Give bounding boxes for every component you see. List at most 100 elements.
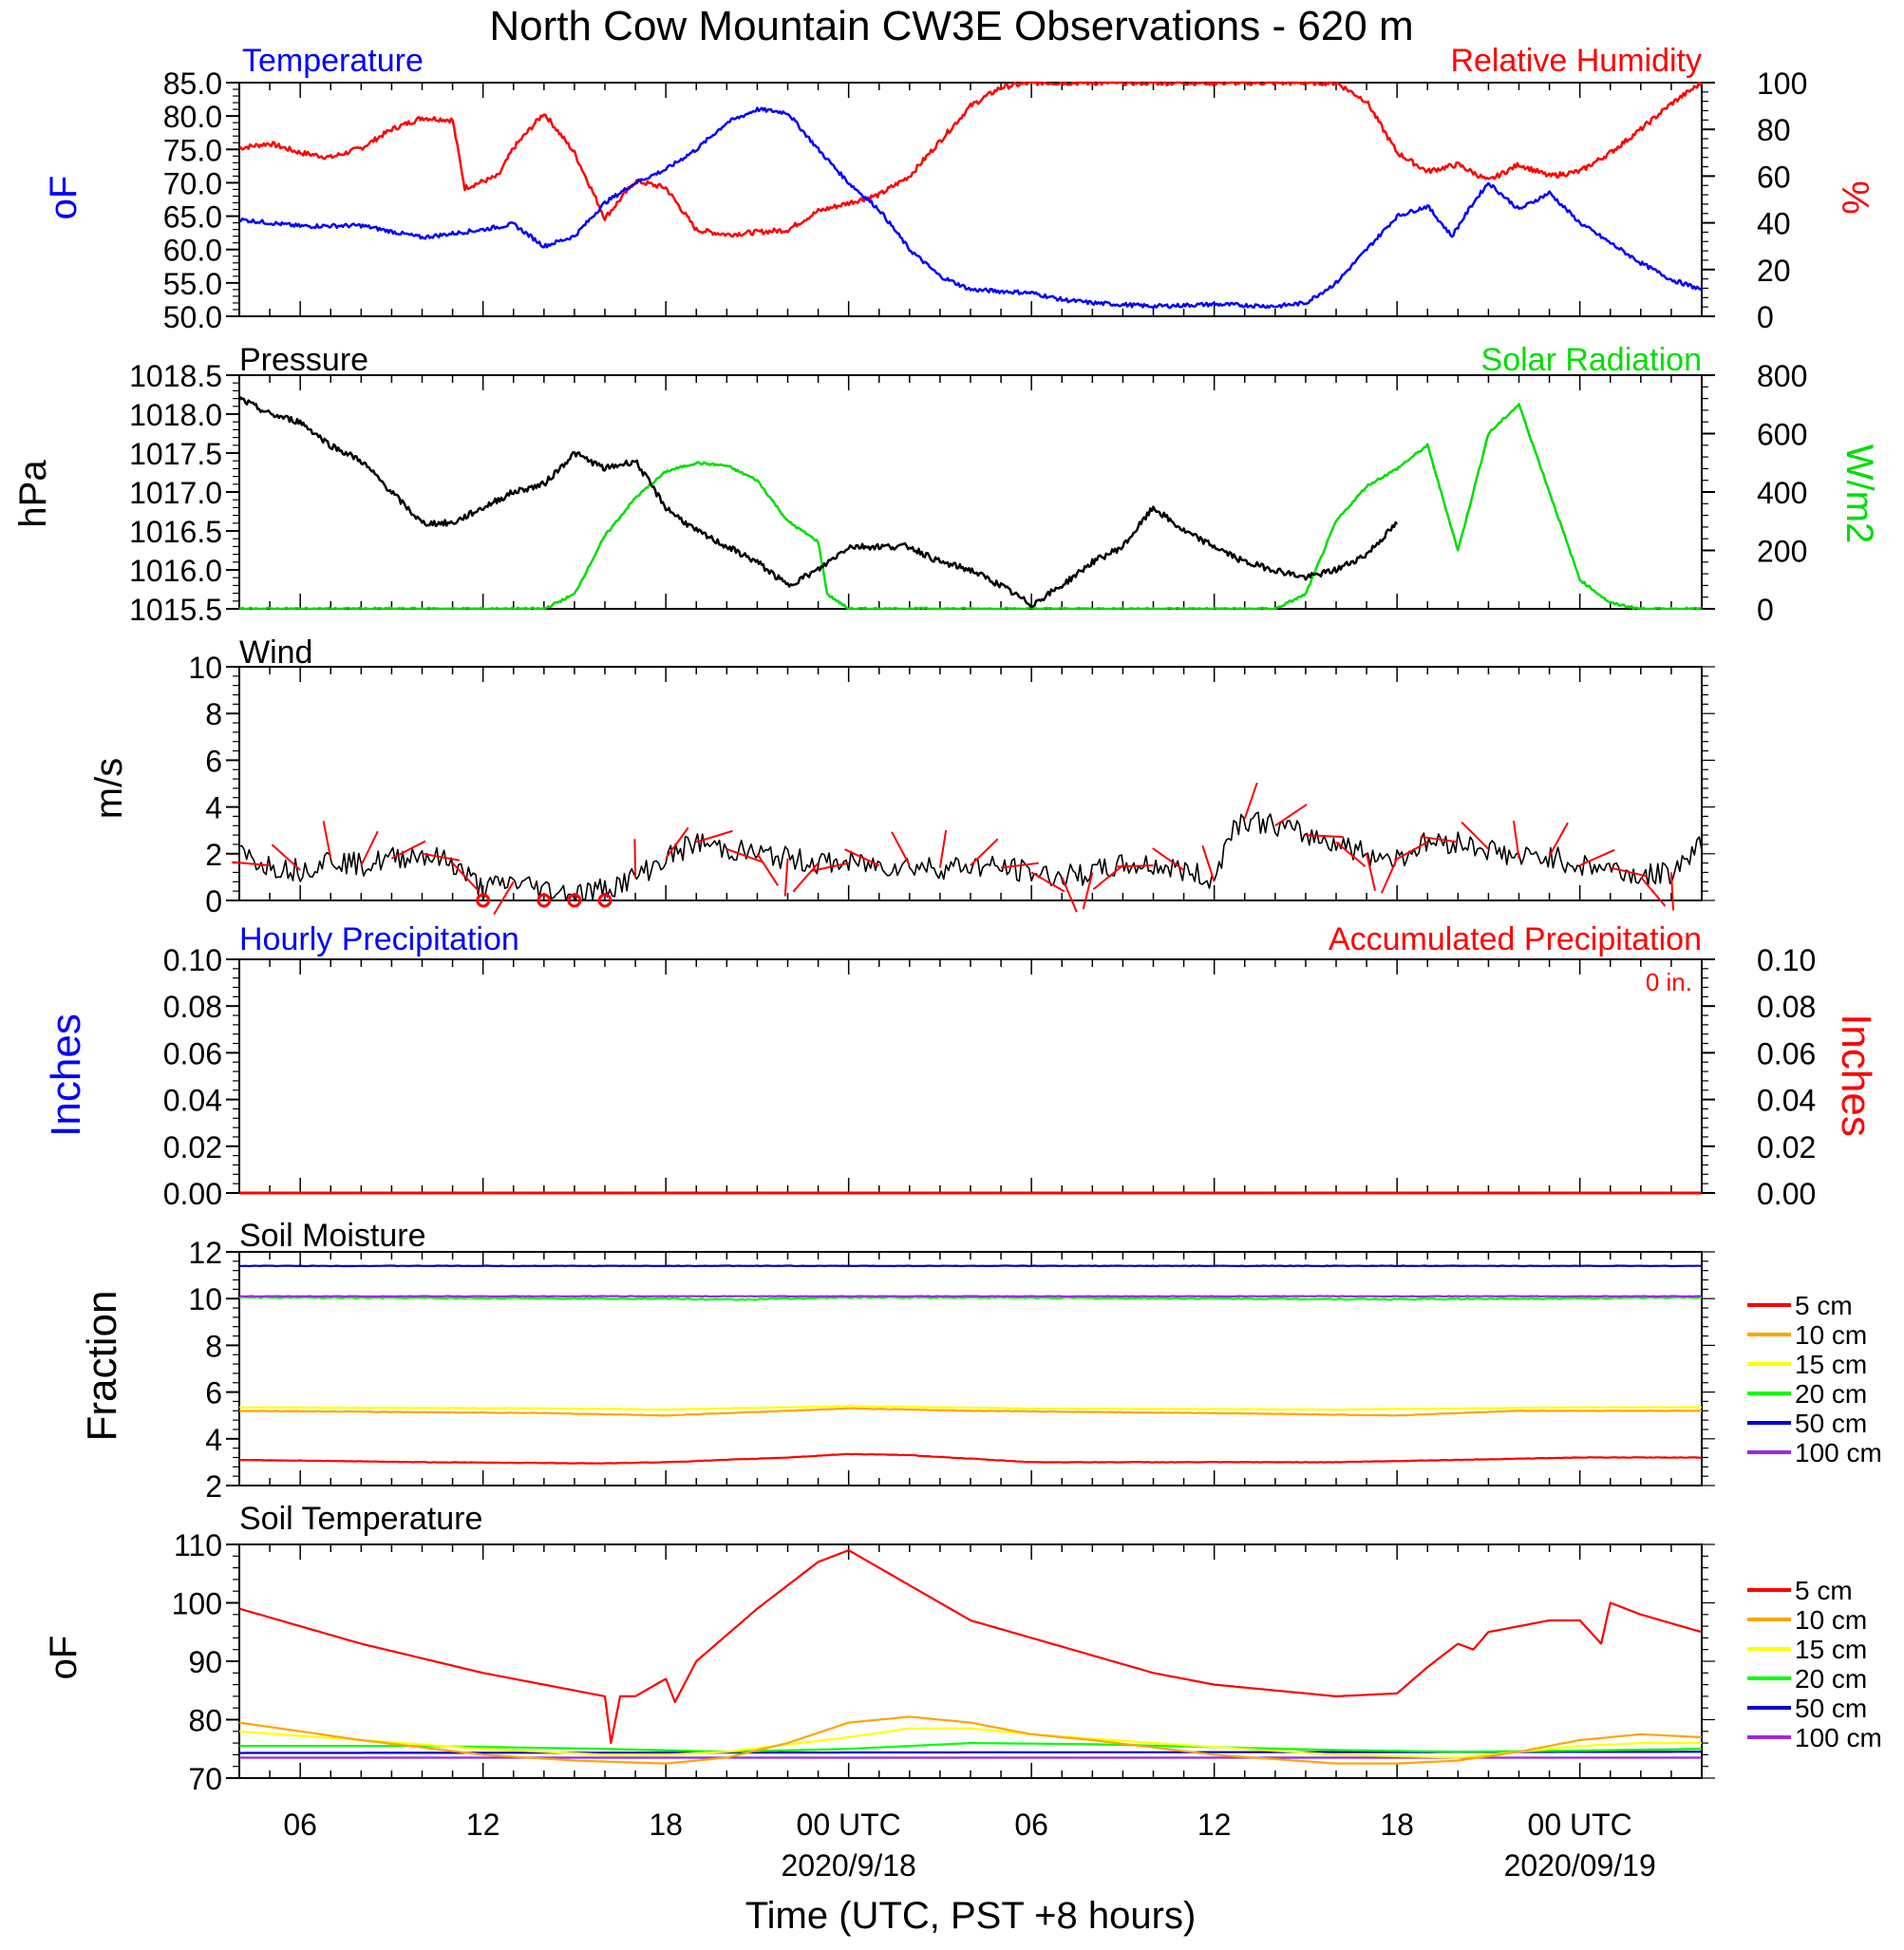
solar-title: Solar Radiation [1481, 342, 1702, 378]
plot-frame [238, 82, 1703, 317]
legend-label: 5 cm [1795, 1576, 1853, 1605]
wind-barb [1461, 821, 1490, 850]
soil-moisture-line [238, 1452, 1703, 1465]
soil-temperature-title: Soil Temperature [239, 1501, 482, 1537]
legend-label: 10 cm [1795, 1605, 1867, 1635]
y-right-tick-label: 0.00 [1757, 1177, 1816, 1211]
soil-temperature-line [238, 1715, 1703, 1765]
soil-temperature-line [238, 1727, 1702, 1759]
y-right-tick-label: 100 [1757, 66, 1807, 101]
y-right-tick-label: 600 [1757, 418, 1807, 452]
wind-barb [891, 831, 911, 866]
legend-label: 20 cm [1795, 1664, 1867, 1694]
y-right-tick-label: 0.02 [1757, 1130, 1816, 1164]
y-left-tick-label: 6 [205, 1376, 222, 1410]
soil-temperature-unit: oF [43, 1636, 85, 1680]
y-right-tick-label: 200 [1757, 535, 1807, 569]
precip-left-unit: Inches [43, 1013, 89, 1137]
legend-label: 100 cm [1795, 1438, 1882, 1467]
wind-barb [1548, 822, 1569, 857]
y-left-tick-label: 80 [188, 1704, 222, 1738]
legend-label: 15 cm [1795, 1350, 1867, 1379]
soil-moisture-line [238, 1296, 1703, 1301]
y-left-tick-label: 0.02 [163, 1130, 222, 1164]
solar-unit: W/m2 [1838, 445, 1880, 543]
legend-label: 50 cm [1795, 1409, 1867, 1438]
y-left-tick-label: 8 [205, 1329, 222, 1363]
x-tick-label: 06 [1014, 1808, 1048, 1842]
wind-barb [938, 829, 948, 868]
y-left-tick-label: 1018.5 [129, 359, 222, 393]
y-left-tick-label: 70.0 [163, 166, 222, 200]
y-right-tick-label: 0.10 [1757, 943, 1816, 977]
legend-label: 10 cm [1795, 1320, 1867, 1350]
y-left-tick-label: 1016.5 [129, 515, 222, 549]
y-left-tick-label: 50.0 [163, 300, 222, 334]
hourly-precip-title: Hourly Precipitation [239, 921, 519, 957]
humidity-title: Relative Humidity [1450, 43, 1702, 79]
pressure-unit: hPa [12, 460, 54, 528]
y-right-tick-label: 40 [1757, 207, 1791, 241]
wind-unit: m/s [88, 758, 130, 819]
wind-barb [271, 843, 301, 871]
y-left-tick-label: 10 [188, 1282, 222, 1316]
y-right-tick-label: 400 [1757, 476, 1807, 510]
wind-speed-line [238, 811, 1703, 901]
y-right-tick-label: 80 [1757, 113, 1791, 147]
pressure-title: Pressure [239, 342, 368, 378]
wind-barb [811, 861, 849, 872]
y-right-tick-label: 0.08 [1757, 990, 1816, 1024]
solar-radiation-line [238, 403, 1703, 611]
wind-barb [360, 830, 379, 866]
wind-calm-marker [476, 893, 491, 908]
soil-moisture-line [238, 1264, 1703, 1268]
y-left-tick-label: 2 [205, 1469, 222, 1504]
y-left-tick-label: 0.06 [163, 1036, 222, 1070]
x-tick-label: 12 [1197, 1808, 1232, 1842]
wind-barb [1669, 872, 1675, 911]
wind-barb [322, 821, 332, 859]
wind-barb [1092, 864, 1124, 891]
wind-panel: Wind m/s 10 8 6 4 2 0 [88, 634, 1715, 918]
wind-barb [232, 861, 271, 867]
y-left-tick-label: 100 [172, 1587, 222, 1621]
plot-frame [238, 958, 1703, 1194]
wind-barb [970, 838, 999, 866]
temperature-line [238, 106, 1703, 310]
temperature-title: Temperature [242, 43, 424, 79]
wind-barb [665, 826, 689, 860]
plot-frame [238, 374, 1703, 610]
y-left-tick-label: 6 [205, 744, 222, 778]
wind-barb [493, 880, 515, 916]
y-left-tick-label: 80.0 [163, 100, 222, 134]
y-left-tick-label: 0.08 [163, 990, 222, 1024]
wind-barb [756, 853, 780, 886]
wind-barb [1640, 876, 1667, 907]
soil-moisture-line [238, 1407, 1703, 1417]
wind-barb [633, 839, 637, 878]
wind-barb [1393, 841, 1428, 861]
y-left-tick-label: 0.00 [163, 1177, 222, 1211]
x-tick-label: 18 [1380, 1808, 1414, 1842]
time-axis: Time (UTC, PST +8 hours) 06 12 18 00 UTC 06 1… [283, 1808, 1655, 1937]
x-tick-label: 18 [649, 1808, 683, 1842]
wind-barb [695, 829, 733, 843]
precipitation-panel: Hourly Precipitation Accumulated Precipi… [43, 921, 1879, 1211]
y-left-tick-label: 110 [174, 1528, 222, 1562]
legend-label: 5 cm [1795, 1291, 1853, 1320]
wind-calm-marker [567, 893, 582, 908]
wind-barb [726, 847, 763, 863]
wind-barb [1380, 858, 1399, 894]
temperature-unit: oF [43, 176, 85, 220]
wind-barb [844, 848, 880, 867]
y-left-tick-label: 90 [188, 1645, 222, 1679]
figure-title: North Cow Mountain CW3E Observations - 6… [489, 3, 1413, 49]
pressure-line [237, 396, 1399, 609]
legend-label: 20 cm [1795, 1379, 1867, 1409]
y-right-tick-label: 0 [1757, 593, 1774, 627]
y-left-tick-label: 1017.0 [129, 476, 222, 510]
y-left-tick-label: 1016.0 [129, 554, 222, 588]
soil-moisture-unit: Fraction [79, 1291, 125, 1442]
y-left-tick-label: 2 [205, 838, 222, 872]
